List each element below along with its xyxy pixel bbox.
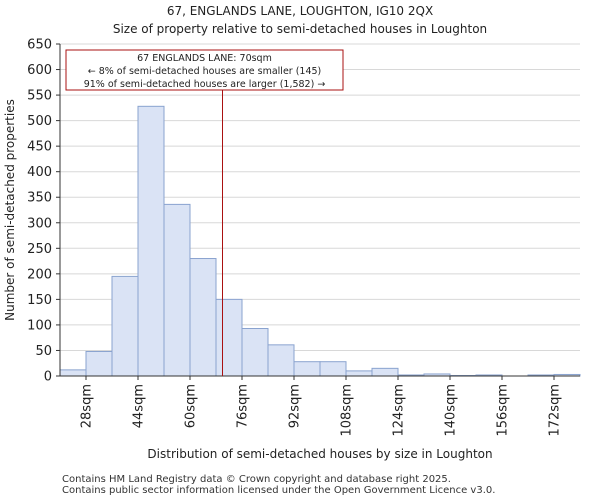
- x-tick-label: 172sqm: [548, 384, 563, 437]
- x-tick-label: 44sqm: [132, 384, 147, 428]
- x-axis-label: Distribution of semi-detached houses by …: [147, 447, 492, 461]
- y-tick-label: 0: [44, 370, 52, 385]
- annotation-line-3: 91% of semi-detached houses are larger (…: [84, 79, 326, 90]
- histogram-bar: [293, 361, 321, 377]
- x-tick-label: 140sqm: [444, 384, 459, 437]
- histogram-bar: [111, 275, 139, 377]
- annotation-box: [65, 49, 344, 91]
- y-tick-label: 500: [27, 114, 52, 129]
- x-tick-label: 92sqm: [288, 384, 303, 428]
- histogram-bar: [215, 298, 243, 377]
- y-tick-label: 350: [27, 191, 52, 206]
- y-axis: 0 50 100 150 200 250 300 350 400 450 500 550 600 650: [27, 38, 580, 385]
- bars: [59, 105, 581, 377]
- histogram-bar: [267, 344, 295, 377]
- y-tick-label: 150: [27, 293, 52, 308]
- y-tick-label: 650: [27, 38, 52, 53]
- y-tick-label: 550: [27, 89, 52, 104]
- histogram-bar: [59, 369, 87, 377]
- histogram-bar: [319, 361, 347, 377]
- x-tick-label: 28sqm: [80, 384, 95, 428]
- y-tick-label: 450: [27, 140, 52, 155]
- x-tick-label: 60sqm: [184, 384, 199, 428]
- y-tick-label: 200: [27, 267, 52, 282]
- chart-subtitle: Size of property relative to semi-detach…: [113, 22, 487, 36]
- x-tick-label: 76sqm: [236, 384, 251, 428]
- y-tick-label: 400: [27, 165, 52, 180]
- histogram-bar: [85, 350, 113, 377]
- histogram-bar: [137, 105, 165, 377]
- footer-line-1: Contains HM Land Registry data © Crown c…: [62, 474, 451, 485]
- x-axis: 28sqm 44sqm 60sqm 76sqm 92sqm 108sqm 124sqm 140…: [80, 376, 600, 437]
- chart-title: 67, ENGLANDS LANE, LOUGHTON, IG10 2QX: [167, 4, 433, 18]
- x-tick-label: 156sqm: [496, 384, 511, 437]
- annotation-line-1: 67 ENGLANDS LANE: 70sqm: [137, 53, 272, 64]
- footer-line-2: Contains public sector information licen…: [62, 485, 496, 496]
- y-tick-label: 100: [27, 318, 52, 333]
- histogram-bar: [189, 258, 217, 377]
- y-tick-label: 300: [27, 216, 52, 231]
- y-tick-label: 600: [27, 63, 52, 78]
- y-tick-label: 50: [35, 344, 52, 359]
- y-axis-label: Number of semi-detached properties: [3, 99, 17, 321]
- histogram-bar: [163, 203, 191, 377]
- histogram-bar: [345, 370, 373, 377]
- annotation-line-2: ← 8% of semi-detached houses are smaller…: [88, 66, 322, 77]
- x-tick-label: 108sqm: [340, 384, 355, 437]
- x-tick-label: 124sqm: [392, 384, 407, 437]
- histogram-bar: [371, 367, 399, 377]
- y-tick-label: 250: [27, 242, 52, 257]
- histogram-bar: [241, 327, 269, 377]
